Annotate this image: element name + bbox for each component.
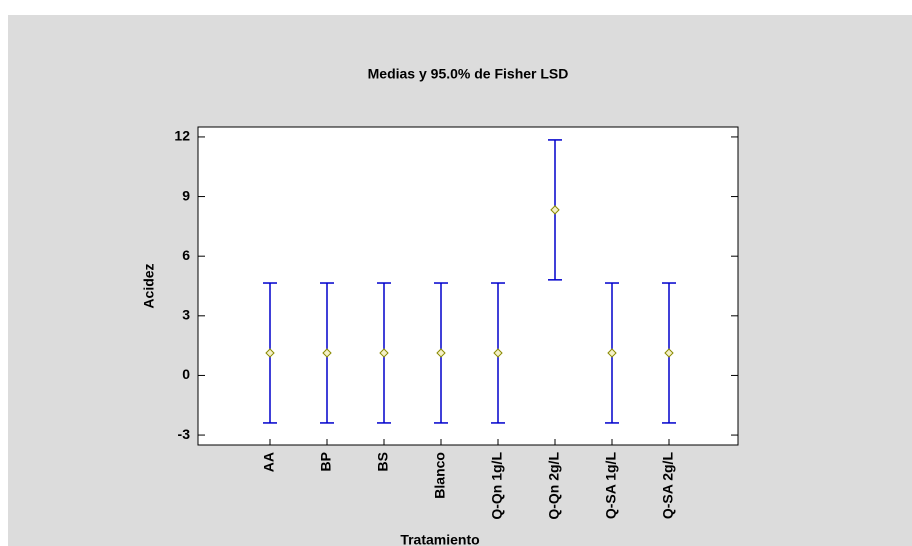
x-axis-label: Tratamiento bbox=[400, 532, 479, 546]
x-tick-label: Q-Qn 2g/L bbox=[546, 452, 562, 520]
x-tick-label: Blanco bbox=[432, 452, 448, 499]
x-tick-label: BP bbox=[318, 452, 334, 471]
mean-marker bbox=[379, 348, 389, 358]
y-tick-label: 12 bbox=[174, 128, 190, 144]
chart-title: Medias y 95.0% de Fisher LSD bbox=[368, 66, 569, 82]
x-tick-label: Q-SA 2g/L bbox=[660, 452, 676, 520]
y-tick-label: -3 bbox=[178, 426, 191, 442]
mean-marker bbox=[493, 348, 503, 358]
mean-marker bbox=[550, 205, 560, 215]
y-tick-label: 3 bbox=[182, 307, 190, 323]
y-tick-label: 0 bbox=[182, 366, 190, 382]
plot-area bbox=[197, 126, 739, 446]
x-tick-label: Q-Qn 1g/L bbox=[489, 452, 505, 520]
mean-marker bbox=[265, 348, 275, 358]
y-tick-label: 9 bbox=[182, 187, 190, 203]
mean-marker bbox=[607, 348, 617, 358]
x-tick-label: BS bbox=[375, 452, 391, 471]
y-tick-label: 6 bbox=[182, 247, 190, 263]
mean-marker bbox=[664, 348, 674, 358]
x-tick-label: Q-SA 1g/L bbox=[603, 452, 619, 520]
x-tick-label: AA bbox=[261, 452, 277, 472]
mean-marker bbox=[322, 348, 332, 358]
mean-marker bbox=[436, 348, 446, 358]
y-axis-label: Acidez bbox=[141, 263, 157, 308]
